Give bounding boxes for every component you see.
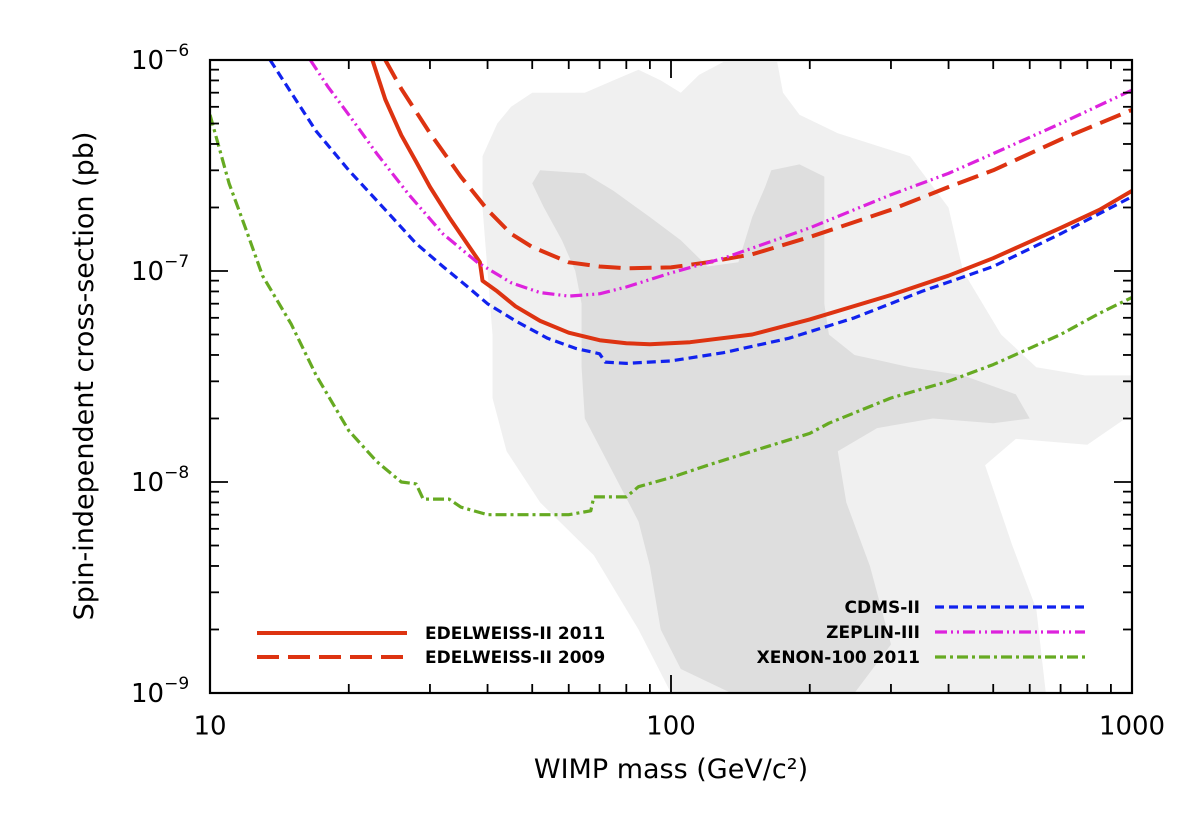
x-tick-label: 10 [193, 711, 226, 741]
y-axis-title: Spin-independent cross-section (pb) [69, 132, 100, 621]
legend-label-edelweiss-ii-2009: EDELWEISS-II 2009 [425, 648, 605, 668]
axis-ticks [209, 60, 1132, 694]
x-tick-labels: 10 100 1000 [193, 711, 1165, 741]
series-line-edelweiss-ii-2011 [370, 60, 1132, 347]
y-tick-label: 10−8 [131, 463, 189, 498]
legend: EDELWEISS-II 2011 EDELWEISS-II 2009 CDMS-I… [257, 598, 1085, 668]
y-tick-label: 10−6 [131, 41, 189, 76]
y-tick-label: 10−9 [131, 674, 189, 709]
legend-label-xenon-100-2011: XENON-100 2011 [757, 648, 920, 668]
series-line-cdms-ii [268, 60, 1132, 365]
legend-label-zeplin-iii: ZEPLIN-III [826, 623, 920, 643]
plot-frame [208, 58, 1134, 695]
series-line-xenon-100-2011 [210, 114, 1132, 517]
y-tick-labels: 10−9 10−8 10−7 10−6 [131, 41, 189, 709]
region-inner-contour [532, 164, 1030, 693]
series-lines [210, 60, 1132, 517]
legend-label-cdms-ii: CDMS-II [845, 598, 920, 618]
y-tick-label: 10−7 [131, 252, 189, 287]
x-axis-title: WIMP mass (GeV/c²) [534, 754, 808, 785]
series-line-edelweiss-ii-2009 [383, 60, 1132, 271]
x-tick-label: 100 [646, 711, 696, 741]
series-line-zeplin-iii [308, 60, 1132, 298]
legend-label-edelweiss-ii-2011: EDELWEISS-II 2011 [425, 624, 605, 644]
contour-regions [482, 61, 1132, 693]
x-tick-label: 1000 [1099, 711, 1165, 741]
